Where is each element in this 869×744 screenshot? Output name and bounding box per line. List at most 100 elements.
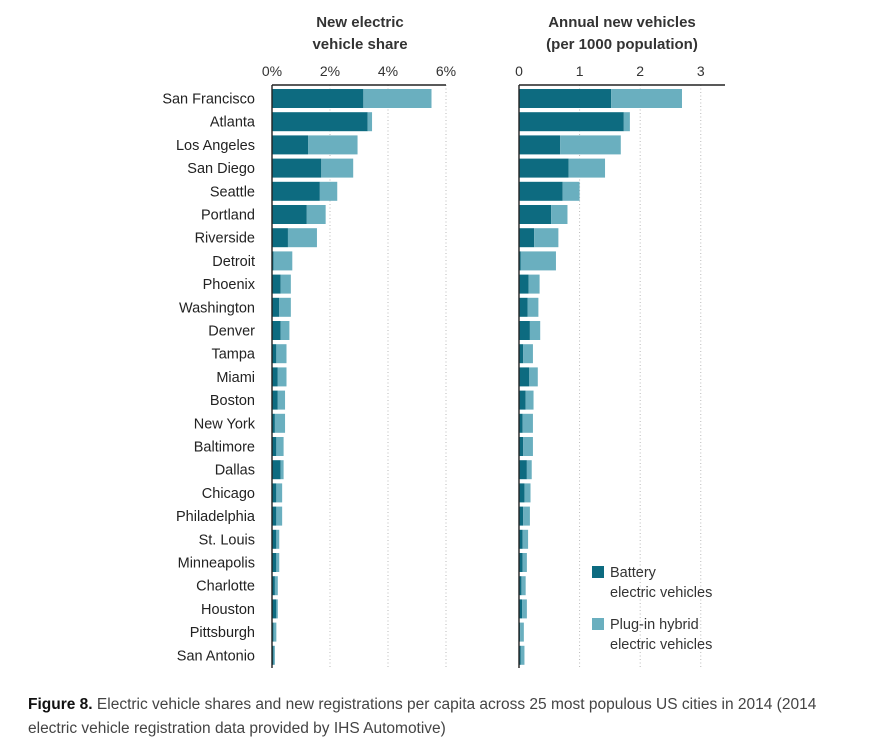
left-bar-phev <box>276 506 283 526</box>
right-bar-bev <box>519 599 523 619</box>
category-label: Baltimore <box>194 440 255 456</box>
left-bar-phev <box>363 89 432 108</box>
right-bar-bev <box>519 529 523 549</box>
right-bar-bev <box>519 460 527 480</box>
left-bar-phev <box>276 599 278 619</box>
right-x-tick-label: 2 <box>636 63 644 79</box>
left-bar-bev <box>272 599 277 619</box>
left-bar-phev <box>321 158 354 178</box>
left-bar-bev <box>272 135 309 155</box>
right-bar-phev <box>523 344 533 364</box>
right-bar-phev <box>529 367 538 387</box>
right-bar-bev <box>519 553 523 572</box>
left-bar-phev <box>280 460 284 480</box>
right-bar-bev <box>519 367 530 387</box>
left-bar-bev <box>272 622 274 642</box>
left-bar-bev <box>272 437 277 456</box>
left-bar-phev <box>274 576 278 596</box>
right-bar-bev <box>519 205 552 224</box>
right-bar-phev <box>560 135 621 155</box>
left-bar-bev <box>272 251 274 271</box>
right-bar-bev <box>519 576 522 596</box>
category-label: Los Angeles <box>176 138 255 154</box>
left-bar-bev <box>272 529 277 549</box>
category-label: Riverside <box>195 231 255 247</box>
left-bar-bev <box>272 506 277 526</box>
category-label: Charlotte <box>196 579 255 595</box>
category-label: Dallas <box>215 463 255 479</box>
category-label: Detroit <box>212 254 255 270</box>
category-label: Houston <box>201 602 255 618</box>
right-bar-bev <box>519 506 524 526</box>
right-chart-title-line1: Annual new vehicles <box>548 14 696 31</box>
right-bar-bev <box>519 645 521 665</box>
left-bar-bev <box>272 158 322 178</box>
left-chart-title-line2: vehicle share <box>312 36 407 53</box>
category-label: San Diego <box>187 161 255 177</box>
left-bar-phev <box>276 483 283 503</box>
right-bar-phev <box>529 321 541 340</box>
category-label: Chicago <box>202 486 255 502</box>
left-bar-phev <box>280 274 291 294</box>
left-x-tick-label: 6% <box>436 63 456 79</box>
right-bar-phev <box>523 437 533 456</box>
right-bar-phev <box>522 553 527 572</box>
right-bar-phev <box>611 89 682 108</box>
left-x-tick-label: 2% <box>320 63 340 79</box>
left-bar-bev <box>272 181 320 201</box>
category-label: Philadelphia <box>176 509 256 525</box>
left-bar-phev <box>277 390 286 410</box>
left-bar-phev <box>276 553 280 572</box>
category-label: Atlanta <box>210 115 256 131</box>
left-bar-phev <box>276 344 287 364</box>
right-bar-bev <box>519 112 624 132</box>
right-bar-phev <box>524 483 531 503</box>
left-bar-phev <box>273 622 277 642</box>
right-bar-bev <box>519 321 530 340</box>
right-bar-bev <box>519 251 521 271</box>
left-bar-phev <box>308 135 358 155</box>
right-bar-phev <box>520 251 556 271</box>
left-chart-title-line1: New electric <box>316 14 404 31</box>
right-bar-phev <box>522 413 533 433</box>
left-bar-phev <box>287 228 317 248</box>
left-bar-bev <box>272 274 281 294</box>
left-bar-bev <box>272 205 307 224</box>
caption-text: Electric vehicle shares and new registra… <box>28 696 817 737</box>
left-bar-bev <box>272 390 278 410</box>
left-bar-bev <box>272 367 278 387</box>
left-bar-phev <box>277 367 287 387</box>
category-label: Portland <box>201 208 255 224</box>
category-label: Seattle <box>210 184 255 200</box>
right-bar-phev <box>528 274 540 294</box>
left-bar-bev <box>272 576 275 596</box>
right-bar-phev <box>520 622 524 642</box>
right-bar-phev <box>525 390 534 410</box>
left-bar-phev <box>276 437 284 456</box>
right-bar-bev <box>519 483 525 503</box>
left-bar-bev <box>272 297 280 317</box>
left-bar-bev <box>272 645 274 665</box>
left-bar-phev <box>280 321 290 340</box>
left-x-tick-label: 0% <box>262 63 282 79</box>
category-label: Denver <box>208 324 255 340</box>
left-bar-bev <box>272 89 364 108</box>
right-bar-phev <box>520 645 525 665</box>
right-bar-bev <box>519 89 612 108</box>
left-bar-phev <box>273 645 275 665</box>
right-bar-bev <box>519 437 524 456</box>
left-bar-bev <box>272 413 275 433</box>
right-x-tick-label: 0 <box>515 63 523 79</box>
category-label: Washington <box>179 300 255 316</box>
category-label: San Francisco <box>162 92 255 108</box>
left-bar-bev <box>272 344 277 364</box>
right-bar-phev <box>527 297 539 317</box>
category-label: Tampa <box>211 347 255 363</box>
left-bar-phev <box>306 205 326 224</box>
right-bar-phev <box>534 228 559 248</box>
left-bar-phev <box>367 112 373 132</box>
left-bar-phev <box>276 529 280 549</box>
legend: Battery electric vehicles Plug-in hybrid… <box>592 565 712 653</box>
right-bar-bev <box>519 390 526 410</box>
legend-label-phev-line1: Plug-in hybrid <box>610 617 699 633</box>
